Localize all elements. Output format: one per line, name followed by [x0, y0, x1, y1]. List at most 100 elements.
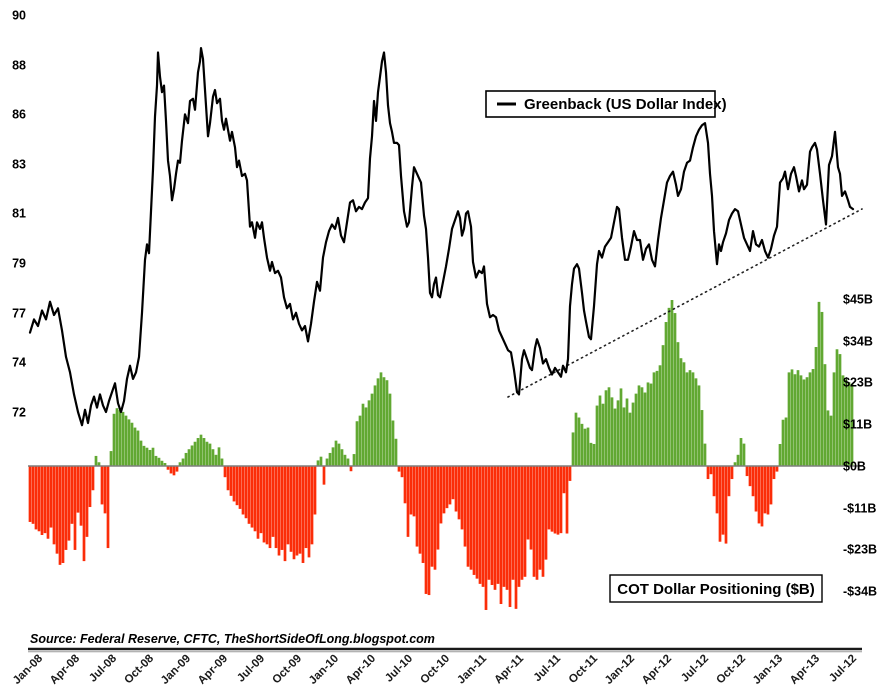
bar-negative: [439, 466, 443, 524]
bar-negative: [418, 466, 422, 554]
right-axis-labels: $45B $34B $23B $11B $0B -$11B -$23B -$34B: [843, 293, 877, 599]
bar-positive: [583, 428, 587, 466]
bar-negative: [262, 466, 266, 543]
bar-positive: [616, 400, 620, 466]
bar-negative: [433, 466, 437, 570]
bar-positive: [733, 462, 737, 466]
legend-border: [485, 90, 716, 118]
bar-positive: [832, 372, 836, 466]
bar-negative: [427, 466, 431, 596]
bar-positive: [139, 440, 143, 466]
bar-negative: [448, 466, 452, 505]
bar-negative: [559, 466, 563, 534]
bar-negative: [706, 466, 710, 480]
bar-negative: [82, 466, 86, 562]
x-axis-tick-label: Jan-11: [455, 652, 489, 686]
cot-box-label: COT Dollar Positioning ($B): [617, 581, 815, 598]
bar-positive: [739, 438, 743, 466]
bar-negative: [730, 466, 734, 480]
bar-positive: [337, 443, 341, 466]
bar-negative: [43, 466, 47, 534]
bar-positive: [679, 358, 683, 466]
bar-positive: [829, 415, 833, 466]
bar-positive: [157, 457, 161, 466]
bar-negative: [460, 466, 464, 530]
bar-negative: [229, 466, 233, 496]
bar-positive: [571, 432, 575, 466]
cot-box-border: [609, 574, 823, 603]
bar-positive: [355, 421, 359, 466]
bar-positive: [682, 362, 686, 466]
bar-negative: [496, 466, 500, 584]
bar-positive: [343, 454, 347, 466]
bar-positive: [379, 372, 383, 466]
bar-positive: [340, 449, 344, 466]
bar-positive: [790, 369, 794, 466]
dollar-index-polyline: [28, 46, 855, 427]
bar-positive: [586, 427, 590, 466]
bar-positive: [151, 447, 155, 466]
bar-negative: [469, 466, 473, 570]
left-axis-tick-label: 74: [12, 356, 26, 370]
bar-positive: [613, 408, 617, 466]
bar-positive: [652, 372, 656, 466]
x-axis-tick-label: Jul-10: [383, 653, 415, 685]
bar-positive: [595, 405, 599, 466]
bar-positive: [190, 445, 194, 466]
x-axis-tick-label: Apr-13: [788, 653, 822, 687]
bar-positive: [688, 370, 692, 466]
bar-positive: [97, 462, 101, 466]
bar-negative: [562, 466, 566, 494]
bar-negative: [712, 466, 716, 497]
bar-negative: [70, 466, 74, 524]
bar-positive: [643, 392, 647, 466]
bar-positive: [184, 452, 188, 466]
bar-positive: [382, 377, 386, 466]
bar-negative: [58, 466, 62, 565]
bar-negative: [457, 466, 461, 520]
bar-negative: [487, 466, 491, 580]
bar-negative: [409, 466, 413, 515]
bar-positive: [199, 434, 203, 466]
bar-negative: [445, 466, 449, 509]
bar-negative: [292, 466, 296, 560]
bar-negative: [73, 466, 77, 550]
bar-positive: [358, 415, 362, 466]
bar-positive: [802, 379, 806, 466]
bar-positive: [796, 370, 800, 466]
bar-negative: [709, 466, 713, 475]
bar-negative: [289, 466, 293, 552]
bar-negative: [463, 466, 467, 547]
bar-positive: [160, 460, 164, 466]
bar-negative: [244, 466, 248, 519]
bar-negative: [442, 466, 446, 514]
bar-positive: [661, 345, 665, 466]
source-note: Source: Federal Reserve, CFTC, TheShortS…: [30, 632, 435, 646]
bar-negative: [232, 466, 236, 502]
bar-negative: [568, 466, 572, 481]
bar-negative: [313, 466, 317, 515]
left-axis-tick-label: 72: [12, 406, 26, 420]
bar-positive: [700, 410, 704, 466]
x-axis-tick-label: Jul-08: [87, 652, 119, 684]
bar-positive: [625, 398, 629, 466]
bar-positive: [130, 422, 134, 466]
bar-negative: [55, 466, 59, 554]
bar-positive: [787, 372, 791, 466]
bar-positive: [325, 458, 329, 466]
bar-negative: [529, 466, 533, 550]
bar-negative: [301, 466, 305, 563]
bar-negative: [493, 466, 497, 590]
bar-negative: [322, 466, 326, 485]
right-axis-tick-label: $0B: [843, 460, 866, 474]
x-axis-tick-label: Jan-13: [751, 653, 785, 687]
bar-negative: [475, 466, 479, 579]
bar-positive: [841, 375, 845, 466]
bar-negative: [415, 466, 419, 547]
bar-negative: [547, 466, 551, 530]
bar-positive: [205, 441, 209, 466]
x-axis-tick-label: Apr-11: [492, 652, 526, 686]
bar-negative: [436, 466, 440, 550]
bar-positive: [574, 412, 578, 466]
bar-positive: [742, 443, 746, 466]
